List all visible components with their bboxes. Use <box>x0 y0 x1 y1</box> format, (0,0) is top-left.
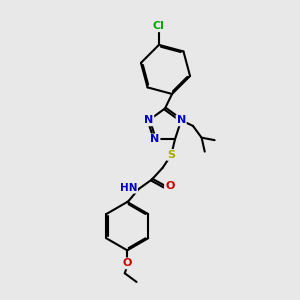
Text: N: N <box>144 115 153 125</box>
Text: N: N <box>176 115 186 125</box>
Text: N: N <box>150 134 160 144</box>
Text: O: O <box>165 182 174 191</box>
Text: Cl: Cl <box>153 21 165 31</box>
Text: S: S <box>167 150 175 160</box>
Text: HN: HN <box>120 183 137 193</box>
Text: O: O <box>122 258 132 268</box>
